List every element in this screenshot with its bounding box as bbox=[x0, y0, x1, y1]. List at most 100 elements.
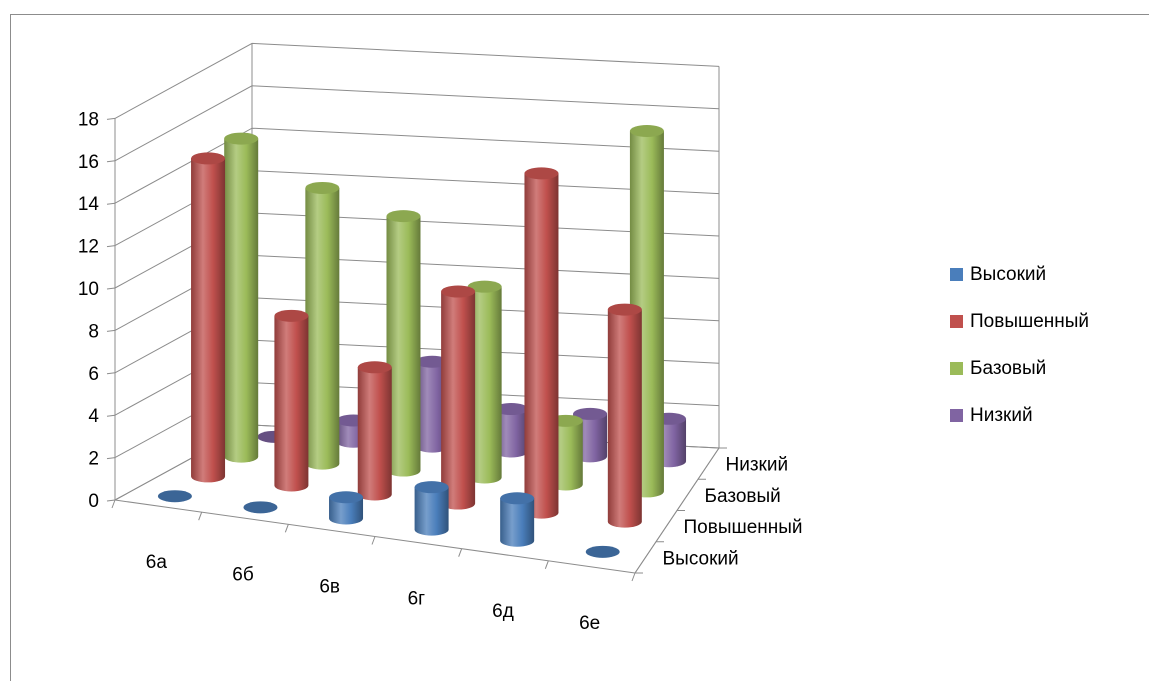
legend-label: Повышенный bbox=[970, 311, 1089, 332]
bar-top bbox=[415, 355, 450, 368]
y-tick-mark bbox=[106, 372, 116, 375]
legend-label: Низкий bbox=[970, 405, 1033, 426]
bar-body bbox=[274, 315, 309, 492]
x-tick-mark bbox=[544, 560, 549, 570]
bar bbox=[607, 303, 642, 528]
bar-body bbox=[305, 187, 340, 470]
category-label: 6а bbox=[146, 552, 168, 573]
bar-top bbox=[494, 403, 529, 416]
bar-top bbox=[585, 545, 620, 558]
depth-label: Базовый bbox=[705, 486, 781, 507]
legend-label: Высокий bbox=[970, 264, 1046, 285]
depth-labels: Высокий Повышенный Базовый Низкий bbox=[663, 455, 803, 570]
bar bbox=[467, 280, 502, 484]
bar bbox=[500, 492, 535, 547]
bar-top bbox=[243, 501, 278, 514]
legend-swatch bbox=[950, 409, 963, 422]
legend-item: Низкий bbox=[950, 405, 1033, 426]
legend-swatch bbox=[950, 268, 963, 281]
bar-body bbox=[524, 173, 559, 519]
bar-body bbox=[467, 286, 502, 484]
chart-frame bbox=[10, 14, 1149, 681]
category-label: 6г bbox=[408, 589, 426, 610]
bar bbox=[494, 403, 529, 458]
bar-top bbox=[629, 124, 664, 137]
bar-top bbox=[357, 361, 392, 374]
bar-body bbox=[224, 138, 259, 463]
x-tick-mark bbox=[111, 499, 116, 509]
y-tick-mark bbox=[106, 329, 116, 332]
bar-body bbox=[441, 291, 476, 510]
bar bbox=[329, 491, 364, 525]
bar-body bbox=[494, 409, 529, 458]
y-tick-label: 8 bbox=[88, 321, 99, 342]
bar bbox=[305, 181, 340, 470]
bar bbox=[415, 355, 450, 453]
gridline bbox=[114, 42, 720, 119]
legend-item: Повышенный bbox=[950, 311, 1089, 332]
y-tick-mark bbox=[106, 117, 116, 120]
y-tick-mark bbox=[106, 245, 116, 248]
x-tick-mark bbox=[458, 548, 463, 557]
depth-label: Низкий bbox=[726, 455, 789, 476]
category-label: 6б bbox=[232, 564, 254, 585]
y-tick-mark bbox=[106, 202, 116, 205]
y-tick-label: 0 bbox=[88, 491, 99, 512]
x-tick-mark bbox=[371, 536, 376, 545]
bar bbox=[585, 545, 620, 558]
bars bbox=[157, 124, 687, 558]
bar-body bbox=[329, 497, 364, 525]
legend-item: Высокий bbox=[950, 264, 1046, 285]
x-tick-mark bbox=[631, 572, 636, 582]
bar-top bbox=[524, 167, 559, 180]
bar-body bbox=[500, 498, 535, 547]
x-tick-mark bbox=[198, 511, 203, 521]
category-label: 6д bbox=[492, 601, 514, 622]
y-tick-label: 16 bbox=[78, 152, 99, 173]
bar bbox=[191, 152, 226, 483]
legend: Высокий Повышенный Базовый Низкий bbox=[950, 264, 1089, 426]
y-tick-mark bbox=[106, 457, 116, 460]
bar-top bbox=[157, 490, 192, 503]
bar-body bbox=[415, 361, 450, 453]
y-tick-labels: 0 2 4 6 8 10 12 14 16 18 bbox=[78, 109, 100, 512]
bar-top bbox=[305, 181, 340, 194]
gridline bbox=[114, 85, 720, 162]
bar-top bbox=[441, 285, 476, 298]
bar-top bbox=[329, 491, 364, 504]
bar bbox=[441, 285, 476, 510]
bar bbox=[524, 167, 559, 519]
y-tick-label: 2 bbox=[88, 449, 99, 470]
bar bbox=[224, 132, 259, 463]
bar-body bbox=[191, 158, 226, 483]
category-label: 6е bbox=[579, 613, 600, 634]
bar-top bbox=[386, 210, 421, 223]
bar bbox=[243, 501, 278, 514]
y-tick-label: 18 bbox=[78, 109, 99, 130]
category-label: 6в bbox=[319, 576, 340, 597]
category-labels: 6а 6б 6в 6г 6д 6е bbox=[146, 552, 600, 634]
bar-top bbox=[414, 481, 449, 494]
y-tick-label: 4 bbox=[88, 406, 99, 427]
bar bbox=[414, 481, 449, 536]
bar-top bbox=[467, 280, 502, 293]
bar-top bbox=[607, 303, 642, 316]
bar bbox=[157, 490, 192, 503]
bar-top bbox=[500, 492, 535, 505]
y-tick-label: 12 bbox=[78, 237, 99, 258]
bar-top bbox=[191, 152, 226, 165]
legend-swatch bbox=[950, 315, 963, 328]
y-tick-label: 10 bbox=[78, 279, 99, 300]
y-tick-label: 14 bbox=[78, 194, 100, 215]
legend-item: Базовый bbox=[950, 358, 1046, 379]
y-tick-label: 6 bbox=[88, 364, 99, 385]
y-tick-mark bbox=[106, 287, 116, 290]
bar-top bbox=[573, 407, 608, 420]
depth-label: Высокий bbox=[663, 548, 739, 569]
bar bbox=[357, 361, 392, 501]
bar-body bbox=[607, 309, 642, 528]
legend-label: Базовый bbox=[970, 358, 1046, 379]
bar-body bbox=[357, 367, 392, 501]
bar bbox=[386, 210, 421, 477]
